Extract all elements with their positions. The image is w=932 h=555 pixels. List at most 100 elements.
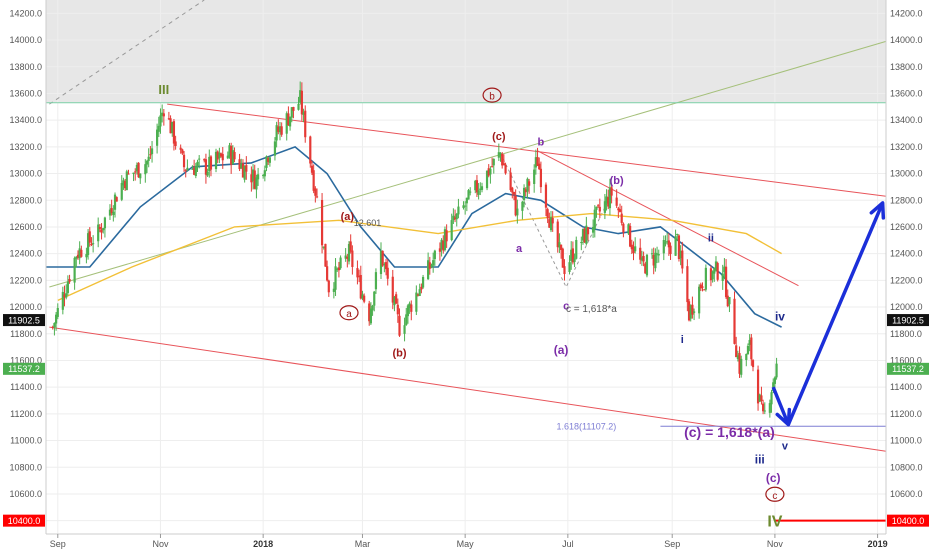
candle-body — [273, 141, 277, 156]
candle-body — [361, 294, 364, 299]
candle-body — [490, 166, 494, 168]
candle-body — [203, 159, 206, 161]
candle-body — [740, 358, 743, 375]
candle-body — [724, 266, 728, 298]
candle-body — [253, 170, 256, 189]
y-tick-label-right: 14000.0 — [890, 35, 923, 45]
y-tick-label-right: 13000.0 — [890, 169, 923, 179]
candle-body — [664, 242, 667, 244]
candle-body — [90, 244, 93, 246]
candle-body — [122, 180, 125, 186]
candle-body — [102, 227, 105, 231]
candle-body — [113, 194, 117, 210]
candle-body — [762, 403, 765, 412]
wave-label-text: (b) — [392, 347, 406, 359]
candle-body — [51, 326, 54, 328]
candle-body — [349, 241, 352, 252]
candle-body — [347, 244, 351, 262]
candle-body — [53, 323, 56, 328]
candle-body — [726, 295, 729, 307]
candle-body — [267, 158, 270, 162]
candle-body — [655, 253, 659, 255]
candle-body — [356, 268, 359, 278]
candle-body — [598, 206, 601, 212]
candle-body — [667, 240, 670, 248]
candle-body — [768, 403, 771, 413]
candle-body — [558, 242, 561, 248]
candle-body — [268, 157, 271, 163]
candle-body — [583, 228, 586, 243]
price-badge: 11537.2 — [3, 362, 45, 375]
wave-label-text: c — [772, 491, 777, 502]
candle-body — [608, 187, 612, 209]
candle-body — [711, 271, 714, 280]
wave-label-text: a — [346, 309, 352, 320]
candle-body — [115, 197, 118, 202]
candle-body — [416, 294, 420, 296]
candle-body — [322, 246, 325, 248]
candle-body — [186, 167, 189, 171]
candle-body — [474, 180, 477, 191]
y-tick-label-right: 12600.0 — [890, 222, 923, 232]
candle-body — [610, 187, 613, 196]
candle-body — [607, 197, 610, 207]
candle-body — [92, 243, 95, 245]
candle-body — [443, 229, 447, 251]
candle-body — [112, 211, 115, 215]
y-tick-label-right: 13400.0 — [890, 115, 923, 125]
y-tick-label-right: 13800.0 — [890, 62, 923, 72]
candle-body — [462, 205, 465, 208]
candle-body — [169, 118, 172, 134]
y-tick-label-right: 12200.0 — [890, 275, 923, 285]
candle-body — [758, 394, 761, 402]
candle-body — [381, 250, 384, 266]
y-tick-label-left: 11000.0 — [10, 436, 42, 446]
candle-body — [492, 158, 495, 166]
wave-label-text: b — [489, 92, 495, 103]
candle-body — [125, 171, 128, 191]
candle-body — [551, 217, 554, 224]
wave-label: c — [563, 301, 569, 313]
y-tick-label-left: 11200.0 — [10, 409, 42, 419]
candle-body — [442, 240, 445, 251]
wave-label: c = 1,618*a — [566, 304, 617, 315]
candle-body — [157, 125, 160, 132]
wave-label-text: v — [782, 441, 789, 453]
price-badge-bg — [3, 362, 45, 375]
wave-label: iii — [755, 452, 765, 466]
candle-body — [560, 244, 563, 250]
y-tick-label-right: 10800.0 — [890, 462, 923, 472]
candle-body — [420, 286, 423, 290]
candle-body — [314, 188, 317, 196]
candle-body — [418, 289, 421, 297]
candle-body — [302, 112, 305, 115]
candle-body — [536, 157, 539, 166]
candle-body — [595, 206, 598, 210]
candle-body — [692, 311, 696, 313]
candle-body — [395, 294, 398, 304]
y-tick-label-right: 12800.0 — [890, 195, 923, 205]
candle-body — [369, 308, 372, 324]
candle-body — [396, 304, 399, 315]
candle-body — [772, 382, 775, 392]
candle-body — [585, 225, 588, 244]
wave-label-text: (c) = 1,618*(a) — [684, 424, 775, 440]
x-tick-label: Sep — [664, 539, 680, 549]
x-tick-label: 2018 — [253, 539, 273, 549]
price-badge-text: 11902.5 — [8, 315, 40, 325]
candle-body — [288, 116, 292, 127]
candle-body — [55, 314, 58, 324]
candle-body — [686, 266, 689, 303]
candle-body — [568, 262, 571, 272]
candle-body — [339, 257, 342, 269]
candle-body — [477, 190, 480, 195]
candle-body — [290, 107, 293, 118]
candle-body — [100, 229, 103, 233]
candle-body — [263, 170, 266, 177]
price-badge-text: 10400.0 — [892, 516, 925, 526]
candle-body — [221, 154, 224, 161]
candle-body — [300, 90, 303, 115]
candle-body — [650, 253, 654, 255]
